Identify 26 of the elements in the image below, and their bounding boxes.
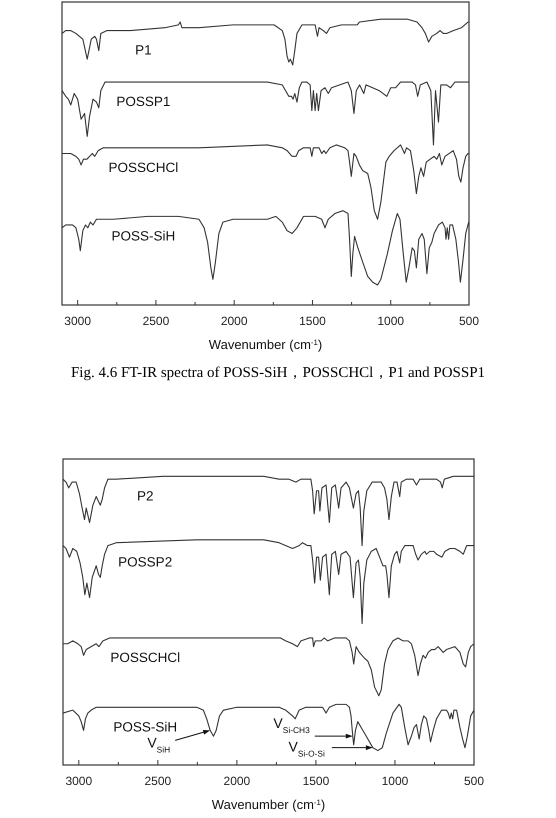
- x-tick-label: 3000: [64, 314, 92, 328]
- series-label: P2: [136, 488, 154, 504]
- caption: Fig. 4.6 FT-IR spectra of POSS-SiH，POSSCHCl，P1 and POSSP1: [70, 365, 486, 381]
- annotation: V$_{SiH}$: [147, 734, 170, 754]
- series-label: POSS-SiH: [113, 719, 178, 734]
- series-label: POSSP1: [116, 94, 170, 110]
- annotation: V$_{Si-CH3}$: [273, 715, 310, 736]
- series-label: POSSCHCl: [110, 650, 180, 665]
- x-tick-label: 500: [464, 774, 484, 788]
- series-label: P1: [135, 42, 152, 58]
- x-axis-title: Wavenumber (cm$^{-1}$): [212, 797, 326, 812]
- x-tick-label: 2000: [220, 314, 248, 328]
- x-tick-label: 1500: [302, 774, 330, 788]
- series-label: POSSCHCl: [108, 160, 178, 175]
- x-tick-label: 1000: [382, 774, 409, 788]
- x-tick-label: 3000: [65, 774, 92, 788]
- x-tick-label: 1000: [377, 314, 404, 328]
- series-label: POSS-SiH: [112, 228, 176, 244]
- x-tick-label: 500: [458, 314, 480, 328]
- x-axis-title: Wavenumber (cm$^{-1}$): [208, 337, 322, 352]
- series-label: POSSP2: [118, 554, 172, 570]
- x-tick-label: 2500: [142, 314, 170, 328]
- annotation: V$_{Si-O-Si}$: [288, 738, 325, 759]
- x-tick-label: 1500: [299, 314, 326, 328]
- x-tick-label: 2000: [224, 774, 251, 788]
- x-tick-label: 2500: [144, 774, 172, 788]
